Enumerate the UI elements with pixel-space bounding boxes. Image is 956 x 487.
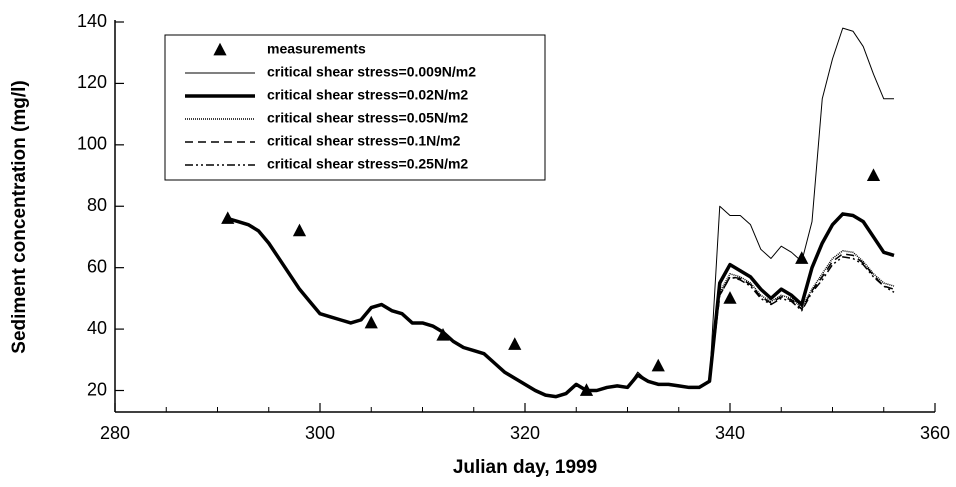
- legend-label: critical shear stress=0.25N/m2: [267, 156, 468, 172]
- measurement-point: [364, 315, 378, 329]
- measurement-point: [221, 211, 235, 224]
- measurement-point: [795, 251, 809, 264]
- legend-label: critical shear stress=0.02N/m2: [267, 87, 468, 103]
- y-tick-label: 140: [77, 11, 107, 31]
- series-line: [227, 217, 895, 398]
- measurement-point: [866, 168, 881, 181]
- x-tick-label: 360: [920, 423, 950, 443]
- y-tick-label: 100: [77, 134, 107, 154]
- x-tick-label: 340: [715, 423, 745, 443]
- legend-box: [164, 34, 546, 181]
- y-axis-label: Sediment concentration (mg/l): [9, 80, 30, 353]
- x-axis-label: Julian day, 1999: [453, 457, 597, 478]
- legend-label: critical shear stress=0.009N/m2: [267, 64, 476, 80]
- measurement-point: [651, 358, 665, 372]
- series-line: [227, 217, 895, 398]
- measurement-point: [508, 337, 522, 350]
- legend-marker: [213, 42, 227, 56]
- y-tick-label: 60: [87, 256, 107, 276]
- measurement-point: [292, 223, 307, 237]
- series-line: [227, 212, 895, 399]
- x-tick-label: 280: [100, 423, 130, 443]
- x-tick-label: 320: [510, 423, 540, 443]
- series-line: [227, 217, 895, 398]
- legend-label: measurements: [267, 41, 366, 57]
- legend-label: critical shear stress=0.05N/m2: [267, 110, 468, 126]
- legend-label: critical shear stress=0.1N/m2: [267, 133, 461, 149]
- y-tick-label: 120: [77, 72, 107, 92]
- y-tick-label: 40: [87, 318, 107, 338]
- measurement-point: [723, 291, 737, 304]
- y-tick-label: 20: [87, 379, 107, 399]
- x-tick-label: 300: [305, 423, 335, 443]
- y-tick-label: 80: [87, 195, 107, 215]
